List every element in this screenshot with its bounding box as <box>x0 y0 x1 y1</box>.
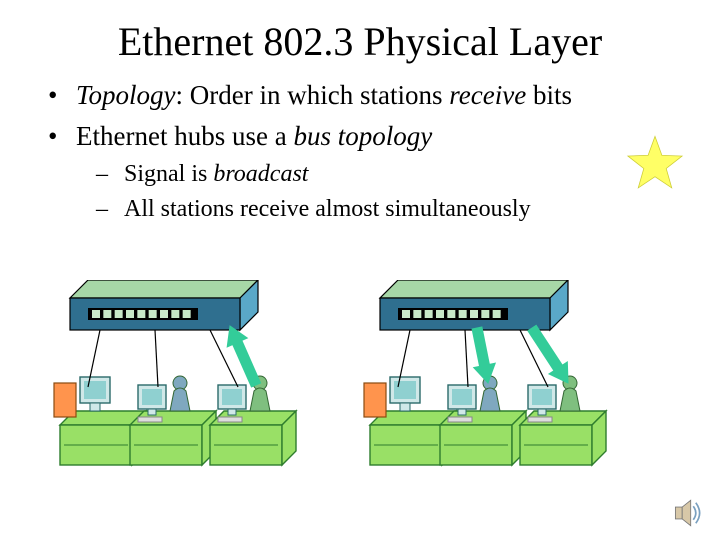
subbullet-simultaneous: All stations receive almost simultaneous… <box>68 194 648 225</box>
star-icon <box>624 132 686 194</box>
bullet-list: Topology: Order in which stations receiv… <box>48 78 648 229</box>
text: Ethernet hubs use a <box>76 121 293 151</box>
signal-arrow-icon <box>528 325 568 383</box>
signal-arrow-icon <box>472 327 495 383</box>
workstation-icon <box>440 376 526 465</box>
text: Topology <box>76 80 176 110</box>
signal-arrow-icon <box>227 326 260 387</box>
hub-icon <box>380 280 568 330</box>
text: : Order in which stations <box>176 80 450 110</box>
text: bits <box>526 80 572 110</box>
cable <box>465 330 468 387</box>
hub-icon <box>70 280 258 330</box>
subbullet-broadcast: Signal is broadcast <box>68 159 648 190</box>
speaker-icon[interactable] <box>672 496 706 530</box>
text: Signal is <box>124 161 213 187</box>
workstation-icon <box>520 376 606 465</box>
bullet-hubs: Ethernet hubs use a bus topology <box>48 119 648 154</box>
workstation-icon <box>210 376 296 465</box>
slide-title: Ethernet 802.3 Physical Layer <box>0 18 720 65</box>
cable <box>155 330 158 387</box>
workstation-icon <box>130 376 216 465</box>
text: All stations receive almost simultaneous… <box>124 196 531 222</box>
slide: Ethernet 802.3 Physical Layer Topology: … <box>0 0 720 540</box>
bullet-topology: Topology: Order in which stations receiv… <box>48 78 648 113</box>
text: receive <box>449 80 526 110</box>
text: bus topology <box>293 121 432 151</box>
network-diagram <box>0 280 720 510</box>
text: broadcast <box>213 161 308 187</box>
